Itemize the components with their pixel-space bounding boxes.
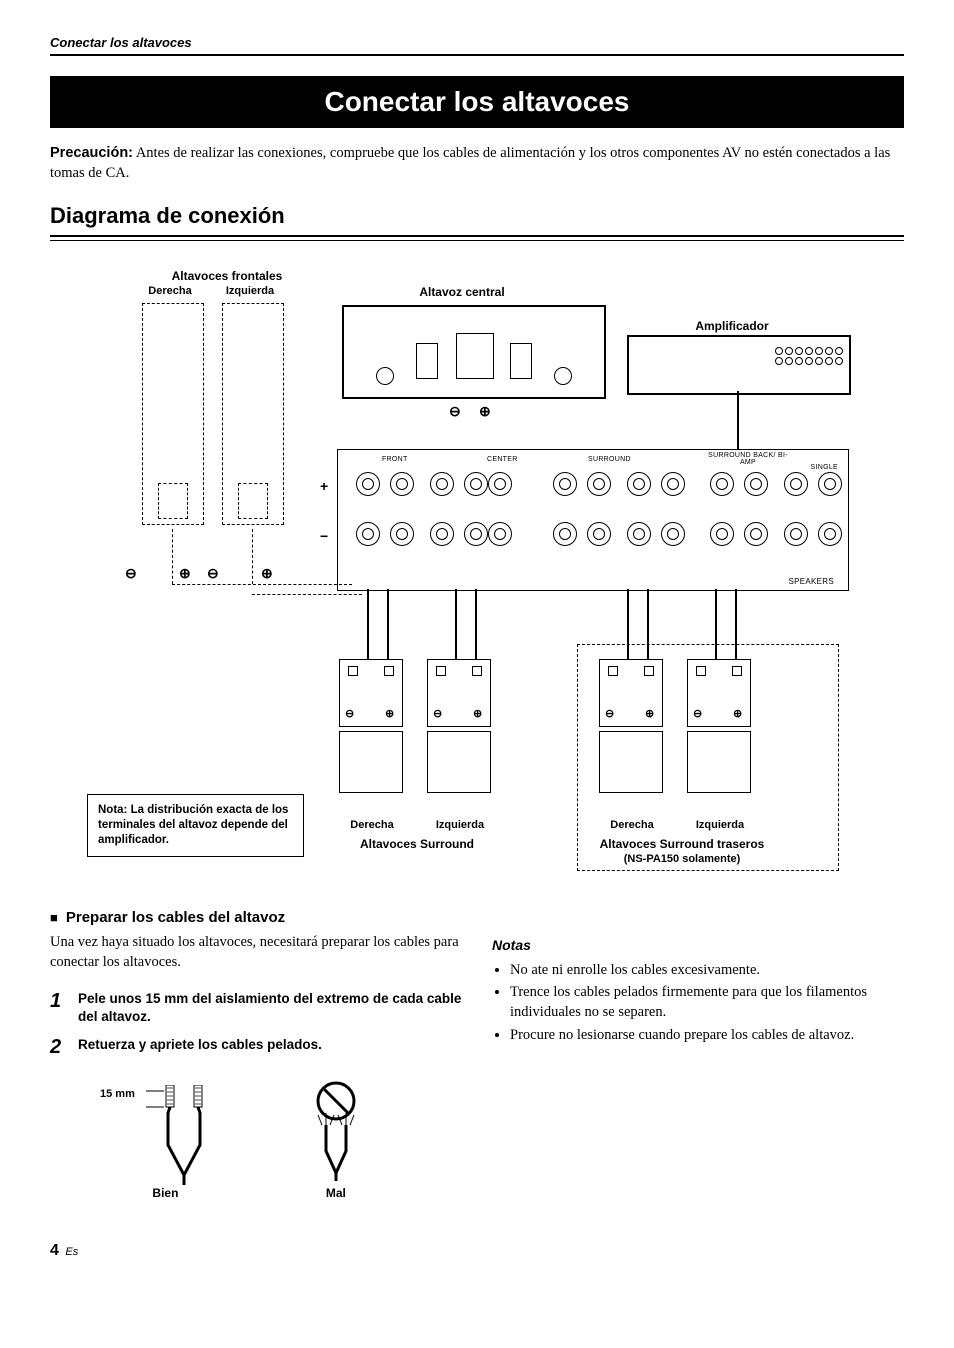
page-title: Conectar los altavoces bbox=[50, 76, 904, 128]
note-2: Trence los cables pelados firmemente par… bbox=[510, 982, 904, 1023]
front-right-label: Derecha bbox=[135, 285, 205, 297]
center-speaker-label: Altavoz central bbox=[397, 285, 527, 299]
left-column: Una vez haya situado los altavoces, nece… bbox=[50, 932, 462, 1202]
step-1: 1 Pele unos 15 mm del aislamiento del ex… bbox=[50, 987, 462, 1026]
front-right-terminal-icon bbox=[158, 483, 188, 519]
step-1-text: Pele unos 15 mm del aislamiento del extr… bbox=[78, 987, 462, 1026]
prep-intro: Una vez haya situado los altavoces, nece… bbox=[50, 932, 462, 973]
right-column: Notas No ate ni enrolle los cables exces… bbox=[492, 932, 904, 1202]
row-minus: − bbox=[320, 528, 328, 544]
term-surround-label: SURROUND bbox=[588, 456, 631, 463]
polarity-plus-1: ⊕ bbox=[179, 565, 191, 582]
term-center-label: CENTER bbox=[487, 456, 518, 463]
center-speaker-box bbox=[342, 305, 606, 399]
terminal-panel: FRONT CENTER SURROUND SURROUND BACK/ BI-… bbox=[337, 449, 849, 591]
polarity-minus-1: ⊖ bbox=[125, 565, 137, 582]
term-sback-label: SURROUND BACK/ BI-AMP bbox=[708, 452, 788, 466]
note-1: No ate ni enrolle los cables excesivamen… bbox=[510, 960, 904, 980]
cable-good-icon bbox=[141, 1085, 231, 1185]
cable-bad: Mal bbox=[291, 1081, 381, 1203]
caution-text: Antes de realizar las conexiones, compru… bbox=[50, 145, 890, 181]
cable-bad-label: Mal bbox=[291, 1185, 381, 1202]
sub-heading: ■ Preparar los cables del altavoz bbox=[50, 909, 904, 926]
amplifier-box bbox=[627, 335, 851, 395]
sub-heading-text: Preparar los cables del altavoz bbox=[66, 909, 285, 926]
cable-length-label: 15 mm bbox=[100, 1085, 135, 1102]
cable-bad-icon bbox=[291, 1081, 381, 1181]
surround-right-label: Derecha bbox=[327, 819, 417, 831]
diagram-note-box: Nota: La distribución exacta de los term… bbox=[87, 794, 304, 857]
polarity-plus-2: ⊕ bbox=[261, 565, 273, 582]
surround-right-speaker-base bbox=[339, 731, 403, 793]
cable-good-label: Bien bbox=[100, 1185, 231, 1202]
surround-left-speaker-base bbox=[427, 731, 491, 793]
cable-good: 15 mm Bien bbox=[100, 1085, 231, 1202]
step-2-number: 2 bbox=[50, 1033, 68, 1061]
step-2-text: Retuerza y apriete los cables pelados. bbox=[78, 1033, 322, 1061]
row-plus: + bbox=[320, 478, 328, 494]
page-lang: Es bbox=[65, 1246, 78, 1258]
caution-paragraph: Precaución: Antes de realizar las conexi… bbox=[50, 143, 904, 184]
term-front-label: FRONT bbox=[382, 456, 408, 463]
front-speakers-title: Altavoces frontales bbox=[147, 269, 307, 283]
step-1-number: 1 bbox=[50, 987, 68, 1026]
notes-heading: Notas bbox=[492, 936, 904, 956]
term-single-label: SINGLE bbox=[811, 464, 838, 471]
front-left-label: Izquierda bbox=[215, 285, 285, 297]
amplifier-label: Amplificador bbox=[677, 319, 787, 333]
surround-title: Altavoces Surround bbox=[327, 837, 507, 851]
section-rule bbox=[50, 235, 904, 241]
sback-right-label: Derecha bbox=[587, 819, 677, 831]
square-bullet-icon: ■ bbox=[50, 910, 58, 925]
amp-wire bbox=[737, 391, 739, 449]
center-polarity-plus: ⊕ bbox=[479, 403, 491, 420]
sback-left-label: Izquierda bbox=[675, 819, 765, 831]
step-2: 2 Retuerza y apriete los cables pelados. bbox=[50, 1033, 462, 1061]
section-heading: Diagrama de conexión bbox=[50, 203, 904, 229]
sback-title: Altavoces Surround traseros bbox=[577, 837, 787, 851]
running-header: Conectar los altavoces bbox=[50, 35, 904, 56]
connection-diagram: Altavoces frontales Derecha Izquierda Al… bbox=[87, 269, 867, 879]
term-speakers-label: SPEAKERS bbox=[788, 577, 834, 586]
center-polarity-minus: ⊖ bbox=[449, 403, 461, 420]
polarity-minus-2: ⊖ bbox=[207, 565, 219, 582]
front-left-terminal-icon bbox=[238, 483, 268, 519]
page-number: 4 bbox=[50, 1242, 59, 1259]
surround-left-label: Izquierda bbox=[415, 819, 505, 831]
two-column-layout: Una vez haya situado los altavoces, nece… bbox=[50, 932, 904, 1202]
cable-figure: 15 mm Bien bbox=[100, 1081, 462, 1203]
page-footer: 4 Es bbox=[50, 1242, 904, 1260]
sback-subtitle: (NS-PA150 solamente) bbox=[577, 853, 787, 865]
caution-label: Precaución: bbox=[50, 145, 133, 161]
notes-list: No ate ni enrolle los cables excesivamen… bbox=[492, 960, 904, 1045]
note-3: Procure no lesionarse cuando prepare los… bbox=[510, 1025, 904, 1045]
